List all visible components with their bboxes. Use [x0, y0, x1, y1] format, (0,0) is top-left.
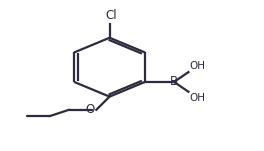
Text: Cl: Cl: [105, 9, 117, 22]
Text: OH: OH: [190, 61, 206, 71]
Text: O: O: [86, 103, 95, 116]
Text: B: B: [170, 75, 178, 88]
Text: OH: OH: [190, 93, 206, 103]
